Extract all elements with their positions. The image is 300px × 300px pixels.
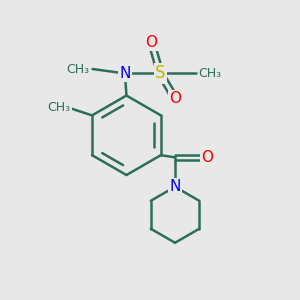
Text: O: O <box>201 150 213 165</box>
Text: O: O <box>146 35 158 50</box>
Text: CH₃: CH₃ <box>67 62 90 76</box>
Text: O: O <box>169 91 181 106</box>
Text: S: S <box>155 64 166 82</box>
Text: N: N <box>119 66 131 81</box>
Text: N: N <box>169 179 181 194</box>
Text: CH₃: CH₃ <box>199 67 222 80</box>
Text: CH₃: CH₃ <box>47 101 70 114</box>
